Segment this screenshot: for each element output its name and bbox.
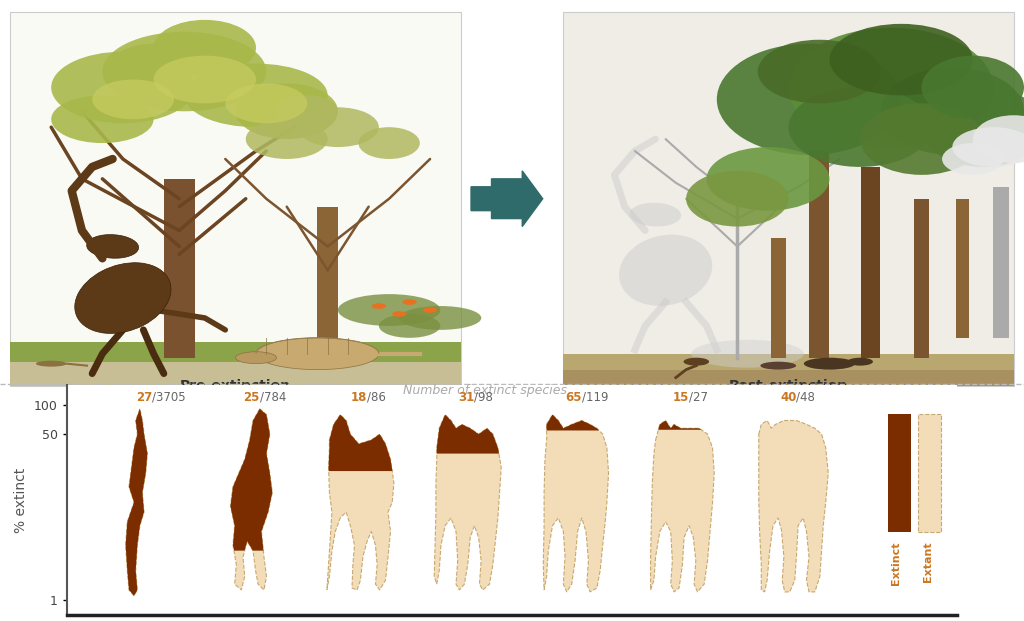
Ellipse shape xyxy=(51,52,195,123)
Ellipse shape xyxy=(399,306,481,330)
Bar xyxy=(10,12,461,386)
Bar xyxy=(809,151,829,358)
Ellipse shape xyxy=(691,340,804,368)
Text: 18: 18 xyxy=(351,391,367,404)
Text: /784: /784 xyxy=(260,391,286,404)
Text: 40: 40 xyxy=(780,391,797,404)
Bar xyxy=(956,199,969,338)
Text: 65: 65 xyxy=(565,391,582,404)
Ellipse shape xyxy=(92,79,174,119)
Ellipse shape xyxy=(684,358,709,366)
Bar xyxy=(563,12,1014,386)
Ellipse shape xyxy=(297,107,379,147)
Text: Pre-extinction: Pre-extinction xyxy=(180,379,291,394)
Ellipse shape xyxy=(154,20,256,76)
Polygon shape xyxy=(547,415,599,430)
Polygon shape xyxy=(230,409,272,590)
Ellipse shape xyxy=(236,351,276,364)
Polygon shape xyxy=(126,409,147,596)
Text: Post-extinction: Post-extinction xyxy=(729,379,848,394)
Ellipse shape xyxy=(225,83,307,123)
Ellipse shape xyxy=(829,24,973,96)
Bar xyxy=(914,199,930,358)
Bar xyxy=(563,361,1014,386)
Ellipse shape xyxy=(87,235,138,258)
Ellipse shape xyxy=(379,314,440,338)
Ellipse shape xyxy=(922,88,1024,167)
Ellipse shape xyxy=(707,147,829,211)
Ellipse shape xyxy=(860,103,983,175)
Bar xyxy=(10,342,461,361)
Ellipse shape xyxy=(338,294,440,326)
Polygon shape xyxy=(437,415,499,453)
Text: /3705: /3705 xyxy=(153,391,186,404)
Ellipse shape xyxy=(788,88,932,167)
Polygon shape xyxy=(434,415,501,590)
Bar xyxy=(10,354,461,386)
Ellipse shape xyxy=(630,202,681,227)
Ellipse shape xyxy=(848,358,872,366)
Circle shape xyxy=(392,311,407,317)
Ellipse shape xyxy=(686,171,788,227)
Ellipse shape xyxy=(256,338,379,369)
Ellipse shape xyxy=(236,83,338,139)
Bar xyxy=(771,238,786,358)
Ellipse shape xyxy=(952,127,1024,167)
Bar xyxy=(317,207,338,358)
Ellipse shape xyxy=(102,32,266,111)
Bar xyxy=(563,354,1014,369)
Text: /27: /27 xyxy=(689,391,709,404)
Text: /48: /48 xyxy=(797,391,815,404)
Ellipse shape xyxy=(618,235,713,306)
Ellipse shape xyxy=(75,263,171,333)
Ellipse shape xyxy=(276,96,338,127)
Circle shape xyxy=(402,299,417,305)
Circle shape xyxy=(423,307,437,313)
Ellipse shape xyxy=(184,63,328,127)
Bar xyxy=(918,414,941,532)
Ellipse shape xyxy=(246,119,328,159)
Text: 27: 27 xyxy=(136,391,153,404)
Ellipse shape xyxy=(51,96,154,143)
Circle shape xyxy=(372,303,386,309)
Ellipse shape xyxy=(973,116,1024,163)
Ellipse shape xyxy=(36,361,67,366)
Ellipse shape xyxy=(804,358,855,369)
Ellipse shape xyxy=(758,40,881,103)
Bar xyxy=(993,187,1009,338)
Text: /98: /98 xyxy=(474,391,494,404)
Ellipse shape xyxy=(760,361,797,369)
Polygon shape xyxy=(650,420,714,592)
Ellipse shape xyxy=(881,68,1024,155)
Y-axis label: % extinct: % extinct xyxy=(14,467,28,533)
Text: /119: /119 xyxy=(582,391,608,404)
Polygon shape xyxy=(658,420,701,430)
Text: Extinct: Extinct xyxy=(891,541,901,584)
Ellipse shape xyxy=(717,43,901,155)
Polygon shape xyxy=(126,409,147,596)
Polygon shape xyxy=(759,420,828,592)
Ellipse shape xyxy=(154,56,256,103)
Text: 25: 25 xyxy=(244,391,260,404)
Bar xyxy=(861,167,880,358)
Polygon shape xyxy=(544,415,608,592)
Bar xyxy=(888,414,911,532)
Ellipse shape xyxy=(358,127,420,159)
Text: 15: 15 xyxy=(673,391,689,404)
Polygon shape xyxy=(471,171,543,227)
Text: Number of extinct species: Number of extinct species xyxy=(403,384,567,397)
Ellipse shape xyxy=(788,28,993,147)
Ellipse shape xyxy=(113,43,195,83)
Text: 31: 31 xyxy=(458,391,474,404)
Ellipse shape xyxy=(922,56,1024,119)
Bar xyxy=(164,179,195,358)
Polygon shape xyxy=(329,415,392,471)
Ellipse shape xyxy=(942,143,1004,175)
Polygon shape xyxy=(230,409,272,551)
Polygon shape xyxy=(327,415,394,590)
Text: Extant: Extant xyxy=(924,541,934,582)
Text: /86: /86 xyxy=(367,391,386,404)
